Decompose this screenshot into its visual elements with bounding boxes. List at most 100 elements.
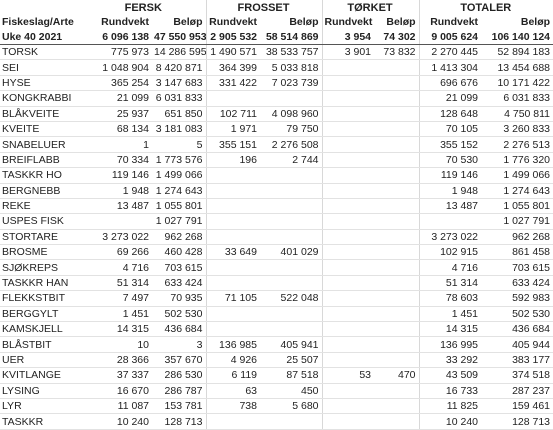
data-row: SNABELUER 1 5 355 151 2 276 508 355 152 2 276 …	[0, 136, 553, 153]
value-cell	[322, 383, 375, 399]
value-cell: 962 268	[152, 229, 207, 246]
value-cell	[260, 321, 323, 338]
data-row: KONGKRABBI 21 099 6 031 833 21 099 6 031 833	[0, 90, 553, 107]
species-name: TASKKR	[0, 413, 82, 430]
value-cell: 5 033 818	[260, 59, 323, 76]
value-cell: 1 055 801	[152, 198, 207, 215]
value-cell: 11 087	[82, 398, 152, 415]
value-cell: 633 424	[152, 275, 207, 292]
value-cell	[260, 90, 323, 107]
value-cell: 119 146	[82, 167, 152, 184]
value-cell: 1 027 791	[481, 213, 553, 230]
species-name: STORTARE	[0, 229, 82, 246]
value-cell: 87 518	[260, 367, 323, 384]
column-header: Fiskeslag/Arte	[2, 16, 74, 28]
value-cell: 33 292	[419, 352, 482, 369]
value-cell	[260, 259, 323, 276]
blank-cell	[0, 0, 82, 15]
value-cell: 1 948	[82, 183, 152, 199]
species-name: BROSME	[0, 244, 82, 261]
value-cell: 128 648	[419, 106, 482, 122]
value-cell: 14 315	[419, 321, 482, 338]
total-cell: 9 005 624	[419, 29, 482, 45]
value-cell: 21 099	[419, 90, 482, 107]
value-cell: 33 649	[206, 244, 260, 261]
value-cell: 102 915	[419, 244, 482, 261]
value-cell: 71 105	[206, 290, 260, 307]
species-name: SEI	[0, 59, 82, 76]
group-header: FROSSET	[206, 0, 323, 15]
species-name: USPES FISK	[0, 213, 82, 230]
value-cell: 3 147 683	[152, 75, 207, 92]
value-cell	[374, 275, 420, 292]
value-cell: 51 314	[82, 275, 152, 292]
total-cell: 58 514 869	[260, 29, 323, 45]
value-cell	[419, 213, 482, 230]
value-cell	[322, 321, 375, 338]
value-cell	[260, 229, 323, 246]
data-row: TASKKR 10 240 128 713 10 240 128 713	[0, 413, 553, 430]
total-cell: 106 140 124	[481, 29, 553, 45]
value-cell	[374, 121, 420, 138]
column-header: Rundvekt	[324, 16, 373, 28]
species-name: LYSING	[0, 383, 82, 399]
species-name: BERGNEBB	[0, 183, 82, 199]
value-cell: 633 424	[481, 275, 553, 292]
data-row: TASKKR HAN 51 314 633 424 51 314 633 424	[0, 275, 553, 292]
total-cell: 6 096 138	[82, 29, 152, 45]
value-cell	[322, 413, 375, 430]
data-row: KAMSKJELL 14 315 436 684 14 315 436 684	[0, 321, 553, 338]
data-row: BROSME 69 266 460 428 33 649 401 029 102 915 8…	[0, 244, 553, 261]
data-row: STORTARE 3 273 022 962 268 3 273 022 962 268	[0, 229, 553, 246]
value-cell: 6 031 833	[152, 90, 207, 107]
value-cell	[206, 275, 260, 292]
value-cell	[322, 213, 375, 230]
value-cell: 4 098 960	[260, 106, 323, 122]
value-cell	[374, 106, 420, 122]
value-cell: 10 240	[419, 413, 482, 430]
value-cell	[374, 152, 420, 169]
value-cell: 14 315	[82, 321, 152, 338]
value-cell: 13 487	[82, 198, 152, 215]
value-cell: 861 458	[481, 244, 553, 261]
data-row: KVITLANGE 37 337 286 530 6 119 87 518 53 470 43…	[0, 367, 553, 384]
value-cell: 16 733	[419, 383, 482, 399]
species-name: TASKKR HAN	[0, 275, 82, 292]
value-cell	[322, 152, 375, 169]
value-cell	[374, 398, 420, 415]
data-row: BLÅSTBIT 10 3 136 985 405 941 136 995 405 944	[0, 336, 553, 353]
column-header: Beløp	[520, 16, 551, 28]
value-cell	[206, 321, 260, 338]
data-row: BREIFLABB 70 334 1 773 576 196 2 744 70 530 1 …	[0, 152, 553, 169]
data-row: FLEKKSTBIT 7 497 70 935 71 105 522 048 78 603…	[0, 290, 553, 307]
value-cell: 3 181 083	[152, 121, 207, 138]
value-cell	[374, 59, 420, 76]
value-cell	[322, 59, 375, 76]
value-cell: 159 461	[481, 398, 553, 415]
value-cell: 14 286 595	[152, 44, 207, 61]
value-cell: 63	[206, 383, 260, 399]
value-cell: 1 413 304	[419, 59, 482, 76]
value-cell: 51 314	[419, 275, 482, 292]
value-cell	[374, 183, 420, 199]
value-cell: 1 971	[206, 121, 260, 138]
value-cell: 592 983	[481, 290, 553, 307]
value-cell	[322, 198, 375, 215]
value-cell: 775 973	[82, 44, 152, 61]
value-cell: 153 781	[152, 398, 207, 415]
value-cell: 6 119	[206, 367, 260, 384]
value-cell	[322, 121, 375, 138]
value-cell	[260, 213, 323, 230]
value-cell: 2 276 513	[481, 136, 553, 153]
value-cell: 10	[82, 336, 152, 353]
value-cell	[374, 90, 420, 107]
value-cell: 10 240	[82, 413, 152, 430]
value-cell: 436 684	[481, 321, 553, 338]
value-cell: 21 099	[82, 90, 152, 107]
value-cell	[206, 90, 260, 107]
data-row: UER 28 366 357 670 4 926 25 507 33 292 383 177	[0, 352, 553, 369]
value-cell	[322, 259, 375, 276]
value-cell	[322, 336, 375, 353]
group-header: TØRKET	[322, 0, 420, 15]
value-cell: 2 270 445	[419, 44, 482, 61]
